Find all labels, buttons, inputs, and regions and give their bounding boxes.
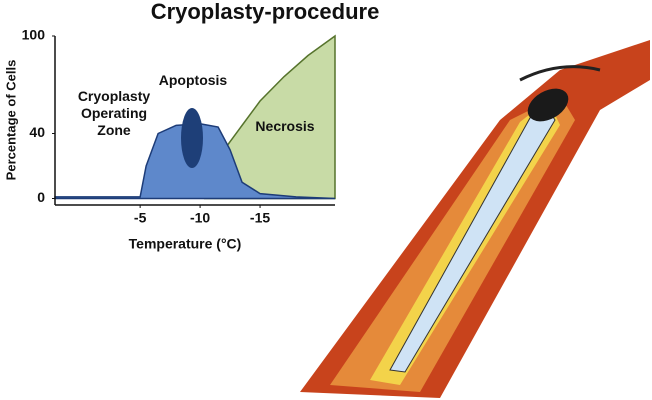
x-tick-label: -5 — [134, 210, 147, 226]
x-axis-label: Temperature (°C) — [129, 236, 242, 252]
lumen — [527, 88, 569, 122]
x-tick-label: -15 — [250, 210, 270, 226]
annotation: Cryoplasty Operating Zone — [77, 88, 151, 138]
y-axis-label: Percentage of Cells — [3, 60, 18, 181]
illustration — [300, 40, 650, 398]
y-tick-label: 0 — [37, 189, 45, 205]
chart-title: Cryoplasty-procedure — [151, 0, 380, 24]
annotation: Apoptosis — [158, 72, 228, 88]
vessel-edge — [519, 65, 601, 82]
y-tick-label: 100 — [22, 27, 46, 43]
decor-ellipse — [181, 108, 203, 168]
x-tick-label: -10 — [190, 210, 210, 226]
y-tick-label: 40 — [29, 124, 45, 140]
annotation: Necrosis — [255, 118, 315, 134]
